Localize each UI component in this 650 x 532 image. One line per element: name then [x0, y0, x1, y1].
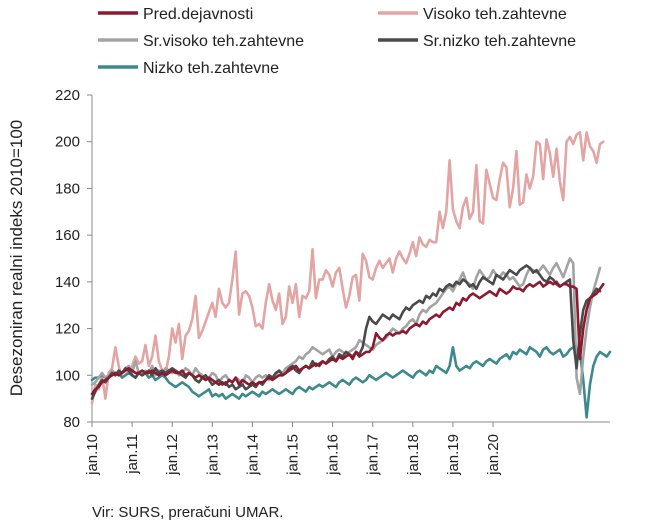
- y-tick-label: 160: [55, 227, 80, 244]
- legend-label-1: Visoko teh.zahtevne: [423, 6, 567, 23]
- series-line-0: [90, 280, 605, 396]
- x-tick-label: jan.19: [445, 434, 462, 476]
- x-tick-label: jan.14: [244, 434, 261, 476]
- y-tick-label: 220: [55, 87, 80, 104]
- y-axis-title: Desezoniran realni indeks 2010=100: [7, 120, 26, 396]
- legend-label-3: Sr.nizko teh.zahtevne: [423, 33, 576, 50]
- x-tick-label: jan.15: [285, 434, 302, 476]
- y-tick-label: 100: [55, 367, 80, 384]
- x-tick-label: jan.20: [485, 434, 502, 476]
- legend-label-0: Pred.dejavnosti: [143, 6, 253, 23]
- x-tick-label: jan.11: [124, 434, 141, 475]
- x-tick-label: jan.12: [164, 434, 181, 476]
- axes: 80 100 120 140 160 180 200 220 jan.10 jan.11 jan.1…: [55, 87, 610, 476]
- source-note: Vir: SURS, preračuni UMAR.: [92, 504, 284, 521]
- series-line-4: [90, 345, 612, 419]
- x-tick-label: jan.16: [325, 434, 342, 476]
- series-line-1: [90, 131, 605, 405]
- x-tick-label: jan.13: [204, 434, 221, 476]
- series-line-3: [90, 264, 602, 400]
- legend: Pred.dejavnosti Visoko teh.zahtevne Sr.vis…: [98, 6, 576, 77]
- y-tick-label: 80: [63, 414, 80, 431]
- series-layer: [90, 131, 612, 419]
- y-tick-label: 120: [55, 321, 80, 338]
- x-tick-label: jan.18: [405, 434, 422, 476]
- y-tick-label: 180: [55, 180, 80, 197]
- y-tick-label: 200: [55, 134, 80, 151]
- x-tick-label: jan.10: [84, 434, 101, 476]
- legend-label-4: Nizko teh.zahtevne: [143, 60, 279, 77]
- legend-label-2: Sr.visoko teh.zahtevne: [143, 33, 304, 50]
- x-tick-label: jan.17: [365, 434, 382, 476]
- y-tick-label: 140: [55, 274, 80, 291]
